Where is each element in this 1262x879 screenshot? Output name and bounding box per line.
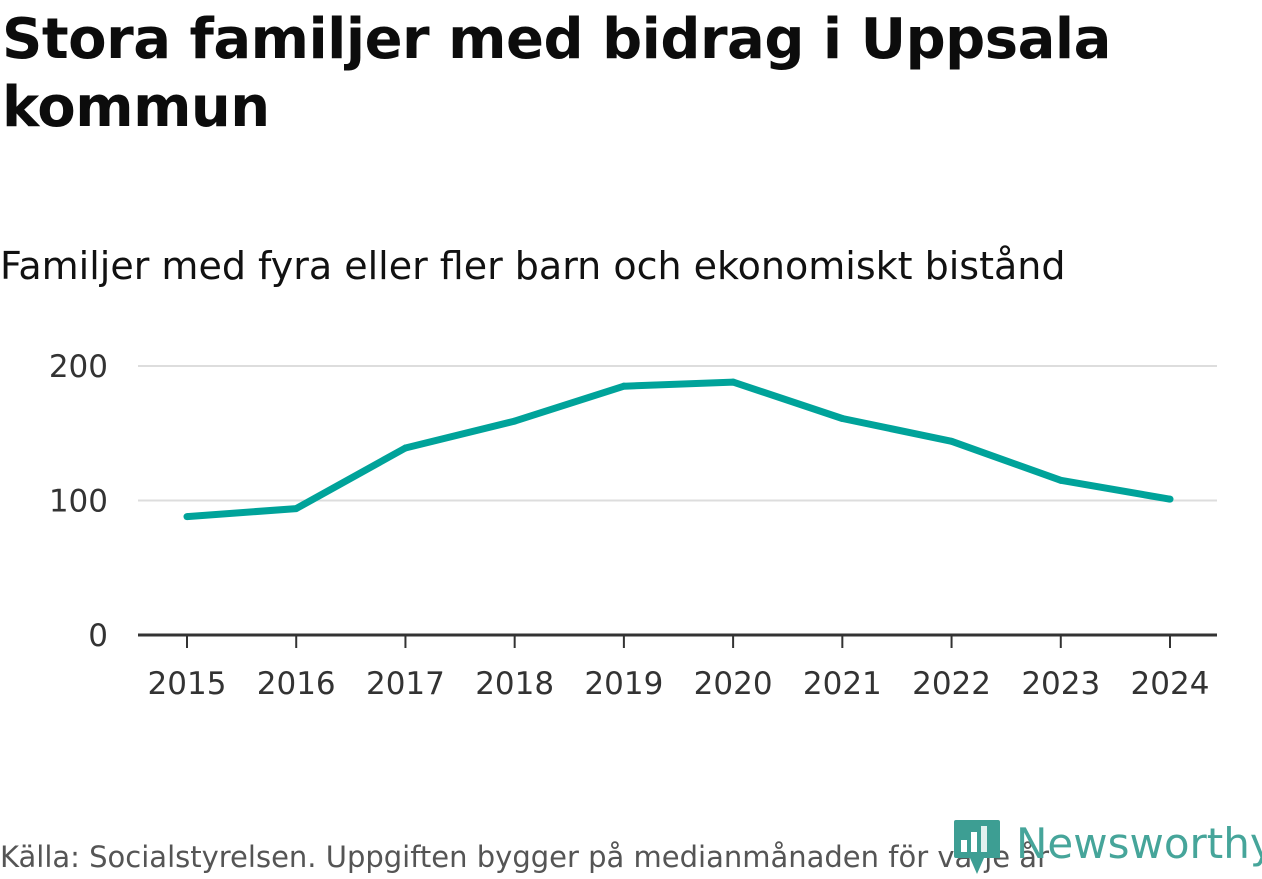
chart-title: Stora familjer med bidrag i Uppsala komm… [2,7,1111,140]
x-tick-label-2016: 2016 [257,666,336,702]
brand-logo: Newsworthy [952,818,1262,878]
source-note: Källa: Socialstyrelsen. Uppgiften bygger… [0,840,1049,874]
data-point-2015 [183,513,191,521]
chart-subtitle: Familjer med fyra eller fler barn och ek… [0,244,1066,288]
x-tick-label-2022: 2022 [912,666,991,702]
x-tick-label-2023: 2023 [1021,666,1100,702]
y-axis-ticks: 0 100 200 [49,349,108,654]
y-tick-label-0: 0 [88,618,108,654]
x-tick-label-2019: 2019 [584,666,663,702]
x-tick-label-2018: 2018 [475,666,554,702]
x-tick-label-2024: 2024 [1131,666,1210,702]
x-tick-label-2020: 2020 [694,666,773,702]
data-point-2023 [1057,476,1065,484]
data-point-2019 [620,382,628,390]
data-point-2017 [401,444,409,452]
brand-name: Newsworthy [1016,819,1262,868]
newsworthy-logo-icon [954,820,1000,874]
x-axis-ticks: 2015 2016 2017 2018 2019 2020 2021 2022 2023 2024 [148,635,1210,702]
data-point-2024 [1166,495,1174,503]
y-tick-label-100: 100 [49,484,108,520]
data-point-2018 [511,417,519,425]
x-tick-label-2017: 2017 [366,666,445,702]
series-layer [183,378,1174,521]
line-chart: 0 100 200 2015 2016 2017 2018 2019 2020 2021 2022… [49,349,1217,702]
data-point-2022 [948,437,956,445]
y-tick-label-200: 200 [49,349,108,385]
data-point-2021 [838,414,846,422]
x-tick-label-2021: 2021 [803,666,882,702]
data-point-2016 [292,505,300,513]
series-line-0 [186,378,1171,521]
x-tick-label-2015: 2015 [148,666,227,702]
data-point-2020 [729,378,737,386]
